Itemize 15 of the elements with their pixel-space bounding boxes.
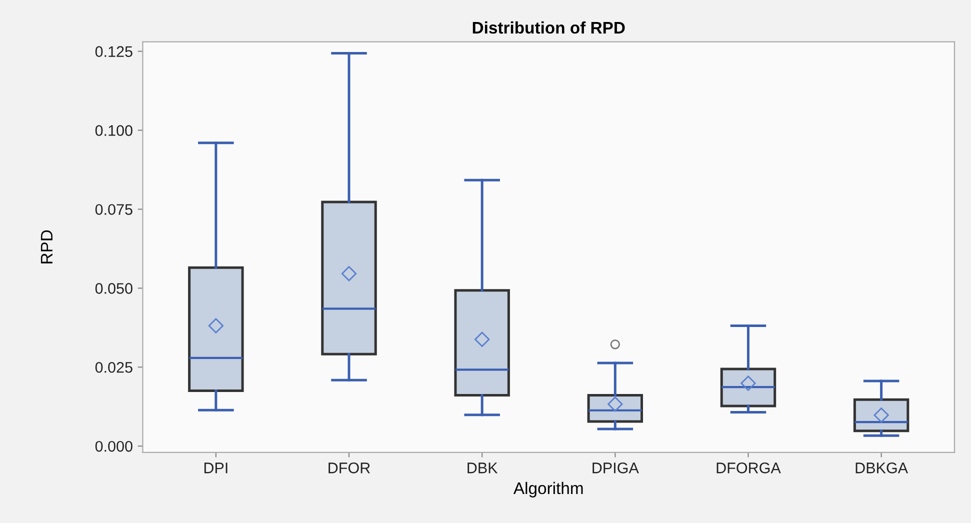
y-tick-label: 0.125	[95, 46, 132, 57]
y-axis-title: RPD	[40, 230, 52, 264]
chart-title: Distribution of RPD	[472, 21, 625, 34]
x-tick-label: DPI	[204, 462, 228, 474]
x-tick-label: DFORGA	[716, 462, 781, 474]
y-tick-label: 0.025	[95, 362, 132, 373]
x-tick-label: DFOR	[328, 462, 370, 474]
x-tick-label: DBK	[468, 462, 498, 474]
y-tick-label: 0.100	[95, 125, 132, 136]
y-tick-label: 0.050	[95, 283, 132, 294]
y-tick-label: 0.000	[95, 440, 132, 452]
y-tick-label: 0.075	[95, 204, 132, 215]
x-tick-label: DBKGA	[856, 462, 908, 474]
x-axis-title: Algorithm	[513, 482, 583, 498]
x-tick-label: DPIGA	[592, 462, 639, 474]
